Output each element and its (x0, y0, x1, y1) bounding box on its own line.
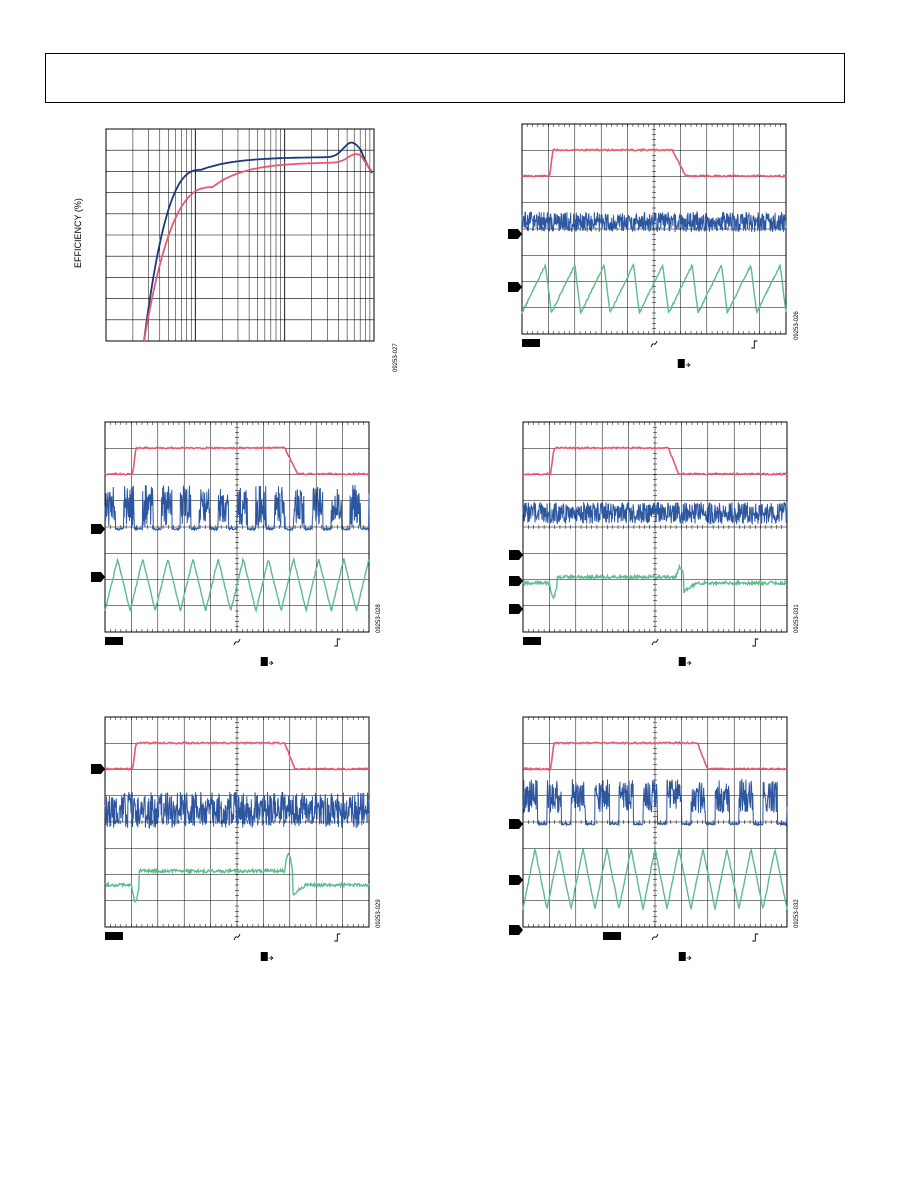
trigger-arrow (686, 955, 692, 961)
channel-marker (508, 229, 522, 239)
scope-trace-red (104, 740, 370, 772)
scope-trace-green (521, 262, 787, 315)
efficiency-ylabel: EFFICIENCY (%) (73, 198, 83, 268)
scope-plot-028 (91, 421, 370, 666)
scope-trace-blue (104, 791, 370, 829)
trigger-arrow (268, 660, 274, 666)
figure-id-029: 09253-029 (376, 899, 382, 928)
efficiency-chart (105, 128, 375, 342)
trigger-position-marker (677, 359, 685, 368)
trigger-edge-glyph (752, 638, 759, 647)
trigger-edge-glyph (751, 340, 758, 349)
figure-id-031: 09253-031 (794, 604, 800, 633)
scope-trace-red (523, 740, 788, 772)
trigger-edge-glyph (752, 933, 759, 942)
channel-marker (509, 819, 523, 829)
trigger-position-marker (678, 952, 686, 961)
figure-id-026: 09253-026 (794, 311, 800, 340)
trigger-edge-glyph (334, 638, 341, 647)
page-header-box (45, 53, 845, 103)
scale-readout-box (105, 932, 123, 940)
channel-marker (509, 875, 523, 885)
channel-marker (509, 576, 523, 586)
trigger-arrow (686, 660, 692, 666)
scope-trace-green (522, 847, 788, 912)
scope-trace-blue (521, 210, 787, 233)
trigger-edge-glyph (334, 933, 341, 942)
figure-id-032: 09253-032 (794, 899, 800, 928)
efficiency-series-pink (143, 153, 373, 342)
trigger-position-marker (678, 657, 686, 666)
scope-trace-green (104, 556, 370, 613)
figure-id-027: 09253-027 (393, 343, 399, 372)
scope-plot-026 (508, 123, 787, 368)
channel-marker (509, 604, 523, 614)
scope-trace-green (104, 852, 370, 903)
scope-trace-blue (522, 779, 788, 827)
scope-trace-blue (522, 501, 788, 526)
coupling-glyph (651, 638, 659, 646)
scope-trace-blue (104, 485, 370, 532)
channel-marker (509, 925, 523, 935)
channel-marker (509, 550, 523, 560)
scope-trace-red (104, 446, 370, 476)
efficiency-series-navy (143, 141, 373, 342)
trigger-position-marker (260, 952, 268, 961)
coupling-glyph (233, 933, 241, 941)
scale-readout-box (523, 637, 541, 645)
scope-plot-031 (509, 421, 788, 666)
scope-trace-green (522, 563, 788, 601)
channel-marker (91, 524, 105, 534)
scale-readout-box (522, 339, 540, 347)
channel-marker (91, 764, 105, 774)
trigger-arrow (268, 955, 274, 961)
coupling-glyph (651, 933, 659, 941)
channel-marker (508, 282, 522, 292)
channel-marker (91, 572, 105, 582)
figure-id-028: 09253-028 (376, 604, 382, 633)
trigger-position-marker (260, 657, 268, 666)
scope-trace-red (522, 446, 788, 476)
coupling-glyph (650, 340, 658, 348)
trigger-arrow (685, 362, 691, 368)
coupling-glyph (233, 638, 241, 646)
scale-readout-box (105, 637, 123, 645)
scale-readout-box (603, 932, 621, 940)
scope-plot-029 (91, 716, 370, 961)
scope-trace-red (521, 148, 787, 179)
scope-plot-032 (509, 716, 788, 961)
